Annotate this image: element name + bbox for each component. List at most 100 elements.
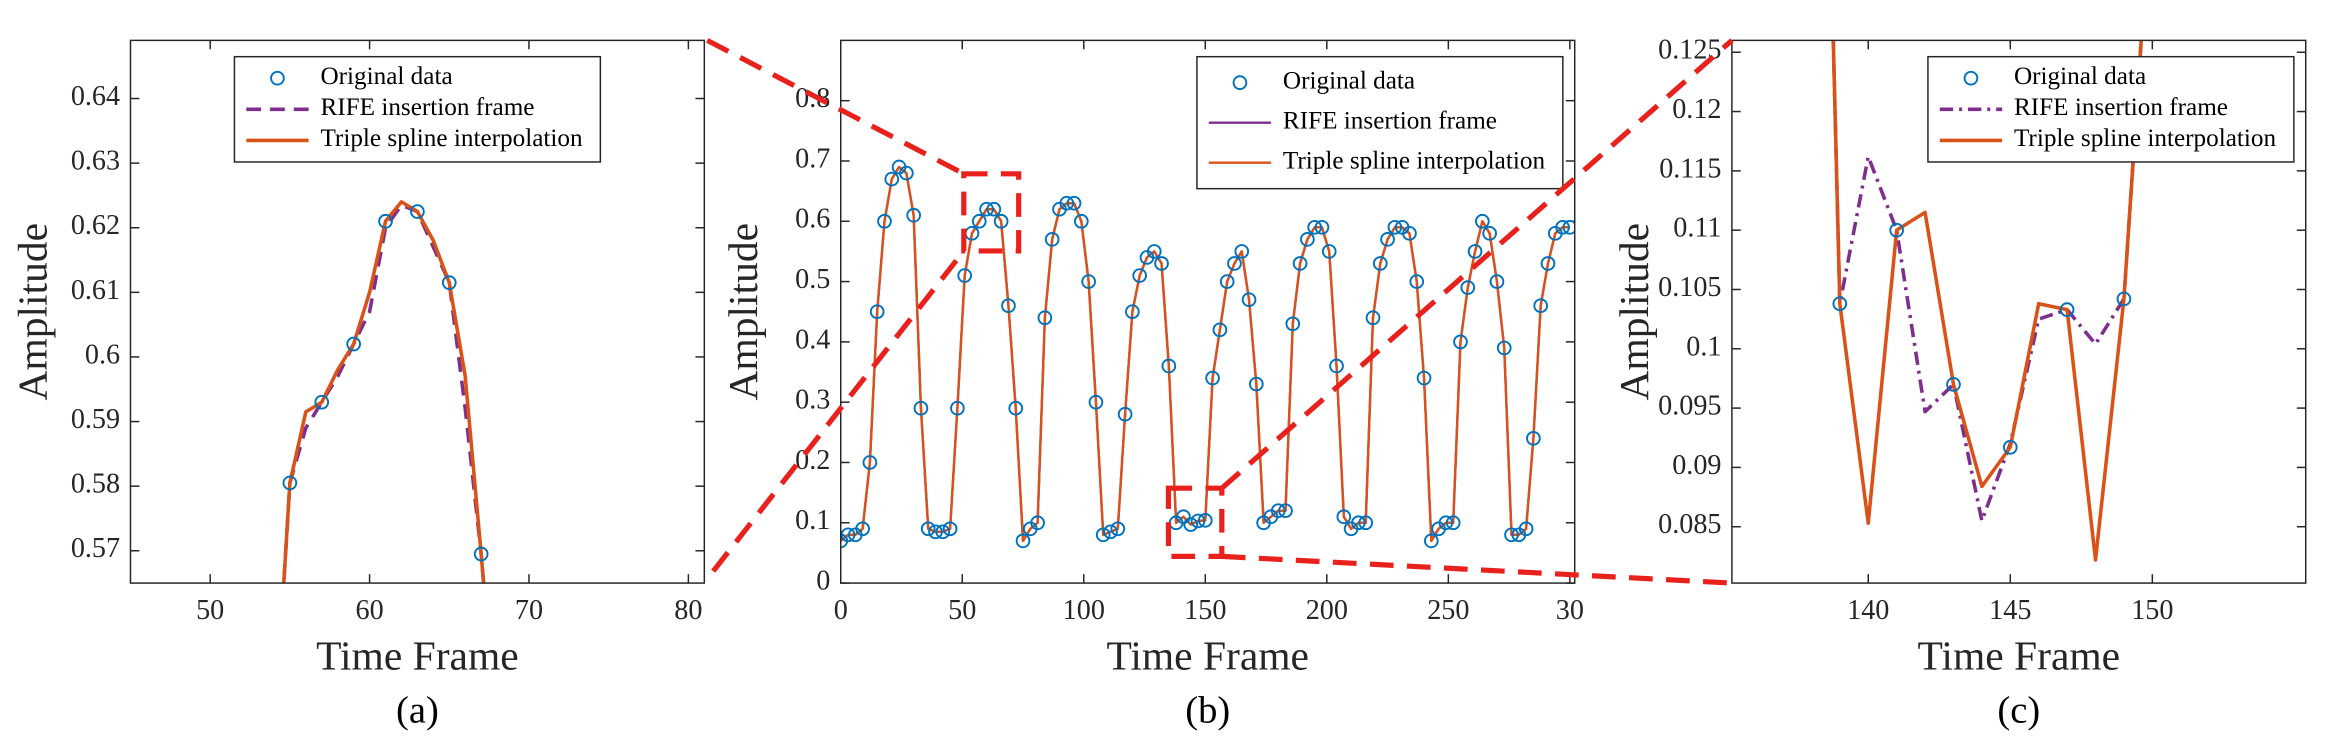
caption: (b) — [1185, 689, 1230, 731]
y-tick-label: 0.095 — [1658, 391, 1721, 422]
axes-box — [129, 39, 706, 584]
data-point — [1533, 298, 1549, 314]
data-point — [1132, 268, 1148, 283]
data-point — [869, 304, 885, 320]
data-point — [906, 207, 921, 223]
x-tick-label: 140 — [1847, 595, 1889, 626]
data-point — [1154, 256, 1169, 271]
axes-box — [839, 39, 1576, 584]
data-point — [1832, 296, 1848, 312]
data-point — [1329, 358, 1344, 374]
data-point — [862, 455, 878, 470]
x-tick-label: 60 — [356, 595, 384, 626]
data-point — [1416, 370, 1432, 386]
y-tick-label: 0.6 — [85, 339, 120, 370]
y-tick-label: 0.64 — [71, 81, 120, 112]
data-point — [1008, 400, 1024, 416]
legend-label: RIFE insertion frame — [1283, 107, 1497, 134]
data-point — [986, 201, 1002, 217]
data-point — [473, 546, 489, 562]
zoom-line — [706, 38, 966, 177]
data-point — [1030, 515, 1045, 531]
y-tick-label: 0.085 — [1658, 509, 1721, 540]
y-tick-label: 0.6 — [795, 204, 830, 235]
data-point — [1015, 533, 1031, 549]
y-tick-label: 0.4 — [795, 324, 830, 355]
y-tick-label: 0.7 — [795, 143, 830, 174]
data-point — [979, 201, 994, 217]
data-point — [410, 204, 425, 219]
data-point — [1074, 213, 1089, 229]
x-tick-label: 150 — [1184, 595, 1226, 626]
data-point — [1197, 513, 1213, 528]
y-tick-label: 0 — [816, 566, 830, 597]
axes-box — [1731, 39, 2307, 584]
data-point — [840, 527, 856, 543]
data-point — [1453, 334, 1468, 350]
legend-marker — [1963, 70, 1979, 86]
y-axis-label: Amplitude — [10, 223, 56, 401]
data-point — [1445, 515, 1461, 531]
data-point — [1066, 195, 1082, 211]
legend-label: Triple spline interpolation — [1283, 147, 1546, 174]
data-point — [1212, 322, 1228, 338]
data-point — [1103, 524, 1118, 540]
data-point — [1423, 533, 1439, 549]
y-axis-label: Amplitude — [1611, 223, 1657, 401]
data-point — [1321, 244, 1337, 259]
y-tick-label: 0.58 — [71, 469, 120, 500]
legend: Original data RIFE insertion frame Triple … — [1196, 55, 1564, 190]
zoom-box — [1165, 485, 1225, 559]
panel: 0 50 100 150 200 250 3000.10.20.30.40.50.60.70… — [720, 39, 1584, 731]
data-point — [282, 475, 298, 491]
data-point — [884, 171, 900, 187]
data-point — [1475, 213, 1490, 229]
zoom-line — [711, 249, 966, 573]
data-point — [1059, 195, 1075, 211]
data-point — [1336, 509, 1352, 525]
data-point — [346, 336, 361, 352]
x-tick-label: 145 — [1989, 595, 2031, 626]
data-point — [1489, 274, 1505, 289]
zoom-box — [961, 171, 1022, 254]
data-point — [1270, 503, 1286, 519]
data-point — [1438, 515, 1454, 531]
data-point — [2002, 439, 2018, 455]
y-tick-label: 0.62 — [71, 210, 120, 241]
series-line — [282, 200, 486, 584]
x-tick-label: 150 — [2131, 595, 2173, 626]
legend-label: Original data — [320, 63, 452, 90]
legend-label: Triple spline interpolation — [320, 125, 583, 152]
legend-label: Triple spline interpolation — [2014, 125, 2277, 152]
data-point — [2116, 291, 2132, 307]
y-tick-label: 0.3 — [795, 385, 830, 416]
panel: 140 145 150 0.085 0.09 0.095 0.1 0.105 0.11 0.115… — [1611, 35, 2307, 731]
data-point — [1146, 244, 1162, 259]
data-point — [1889, 222, 1904, 238]
y-tick-label: 0.59 — [71, 404, 120, 435]
data-point — [1372, 256, 1388, 271]
data-point — [1540, 256, 1556, 271]
y-tick-label: 0.8 — [795, 83, 830, 114]
legend-marker — [270, 70, 285, 86]
data-point — [1227, 256, 1242, 271]
x-tick-label: 80 — [674, 595, 702, 626]
x-axis-label: Time Frame — [316, 633, 519, 679]
series-line — [282, 203, 486, 584]
data-point — [1358, 515, 1374, 531]
y-tick-label: 0.63 — [71, 146, 120, 177]
data-point — [1183, 517, 1199, 532]
data-point — [1205, 370, 1220, 386]
series-layer — [282, 200, 489, 584]
y-tick-label: 0.09 — [1672, 450, 1721, 481]
zoom-line — [1220, 38, 1734, 491]
data-point — [314, 394, 330, 410]
data-point — [1088, 394, 1104, 410]
data-point — [913, 400, 929, 416]
legend-label: RIFE insertion frame — [320, 94, 534, 121]
data-point — [1044, 232, 1060, 247]
caption: (c) — [1997, 689, 2040, 731]
data-point — [441, 275, 457, 290]
data-point — [1161, 358, 1177, 374]
